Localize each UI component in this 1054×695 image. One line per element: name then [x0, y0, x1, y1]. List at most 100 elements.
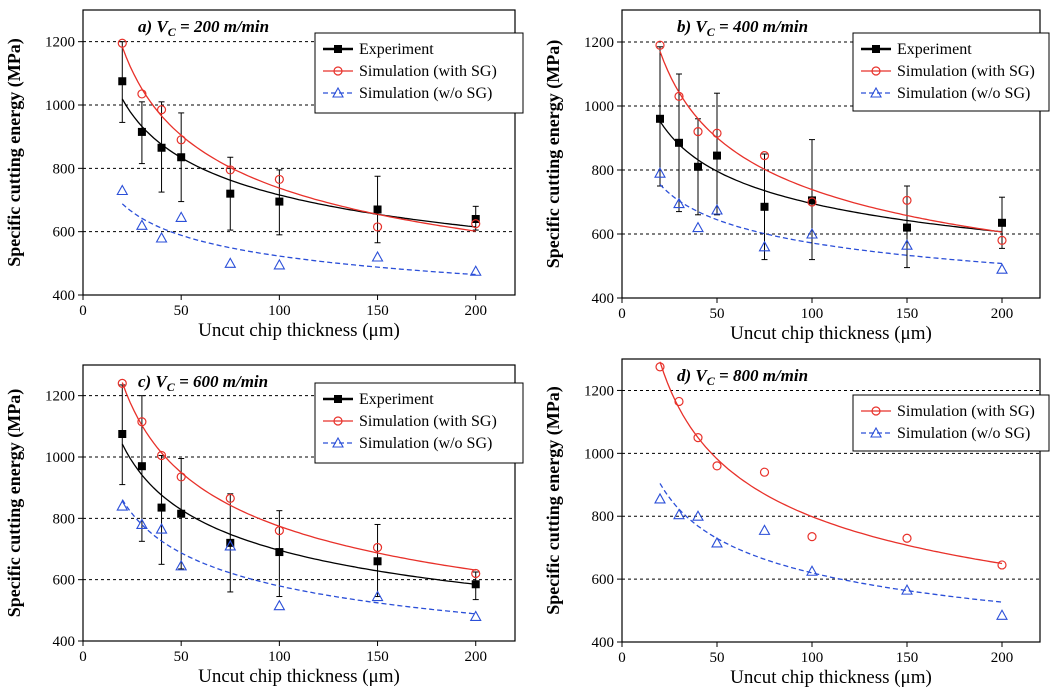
y-tick-label: 800 [592, 509, 615, 525]
data-point [806, 565, 818, 576]
data-point [116, 499, 129, 511]
legend-label: Simulation (with SG) [359, 413, 497, 430]
legend-label: Simulation (with SG) [359, 63, 497, 80]
trend-line [121, 499, 476, 615]
series-0 [118, 384, 480, 601]
data-point [996, 263, 1008, 274]
data-point [903, 223, 911, 232]
legend-box [314, 32, 524, 114]
data-point [155, 231, 168, 243]
x-axis-label: Uncut chip thickness (μm) [730, 323, 932, 344]
data-point [807, 532, 817, 542]
trend-line [121, 443, 476, 585]
legend-label: Simulation (w/o SG) [897, 425, 1030, 442]
data-point [997, 560, 1007, 570]
y-tick-label: 400 [592, 635, 615, 651]
data-point [673, 197, 685, 209]
trend-line [659, 361, 1003, 565]
legend-marker [872, 45, 880, 53]
data-point [711, 203, 723, 215]
data-point [273, 599, 286, 611]
data-point [760, 202, 769, 211]
data-point [655, 40, 665, 50]
title-subscript: C [707, 25, 716, 39]
data-point [901, 239, 913, 250]
data-point [471, 215, 480, 223]
data-point [137, 89, 147, 99]
data-point [224, 539, 237, 551]
data-point [274, 525, 284, 536]
y-axis-label: Specific cutting energy (MPa) [543, 40, 564, 268]
series-1 [654, 483, 1008, 620]
data-point [137, 127, 146, 136]
trend-line [121, 98, 476, 228]
series-2 [654, 167, 1008, 274]
data-point [273, 258, 286, 270]
chart-panel-2: 400 600 800 1000 1200 0 50 100 150 200 Uncut chip … [543, 9, 1050, 344]
y-tick-label: 1200 [45, 35, 75, 51]
data-point [156, 450, 167, 461]
trend-line [659, 120, 1003, 233]
legend-marker [871, 406, 881, 416]
data-point [675, 138, 683, 147]
data-point [713, 151, 721, 160]
series-0 [656, 46, 1006, 269]
x-tick-label: 150 [366, 649, 389, 665]
legend-label: Simulation (with SG) [897, 403, 1035, 420]
chart-title: b) VC = 400 m/min [677, 17, 808, 39]
data-point [118, 77, 127, 86]
legend-marker [333, 416, 343, 426]
legend: Experiment Simulation (with SG) Simulation… [852, 32, 1050, 112]
y-tick-label: 1000 [584, 446, 614, 462]
x-tick-label: 100 [268, 303, 291, 319]
data-point [674, 396, 684, 407]
x-axis-label: Uncut chip thickness (μm) [198, 666, 400, 687]
series-0 [118, 41, 480, 244]
data-point [758, 524, 771, 535]
data-point [371, 590, 384, 602]
data-point [155, 522, 168, 534]
plot-frame [621, 9, 1041, 299]
data-point [176, 135, 186, 145]
data-point [996, 609, 1008, 620]
legend: Experiment Simulation (with SG) Simulation… [314, 382, 524, 464]
data-point [157, 143, 166, 152]
y-tick-label: 1000 [584, 99, 614, 115]
x-tick-label: 50 [174, 303, 189, 319]
data-point [901, 583, 913, 595]
legend-marker [870, 426, 882, 438]
plot-frame [621, 358, 1041, 643]
trend-line [659, 483, 1003, 603]
data-point [469, 265, 482, 276]
x-tick-label: 0 [79, 649, 87, 665]
legend-label: Simulation (w/o SG) [359, 85, 492, 102]
data-point [116, 184, 129, 196]
data-point [808, 196, 816, 205]
data-point [225, 165, 235, 175]
x-axis-label: Uncut chip thickness (μm) [198, 320, 400, 341]
x-tick-label: 100 [801, 306, 824, 322]
data-point [902, 533, 912, 543]
data-point [177, 509, 186, 518]
x-tick-label: 150 [896, 306, 919, 322]
data-point [157, 503, 166, 512]
data-point [692, 221, 704, 233]
plot-frame [82, 9, 516, 296]
data-point [471, 580, 480, 589]
data-point [656, 114, 664, 123]
x-tick-label: 200 [464, 649, 487, 665]
data-point [275, 197, 284, 206]
legend-label: Experiment [359, 391, 434, 408]
y-axis-label: Specific cutting energy (MPa) [543, 386, 564, 614]
x-tick-label: 50 [710, 306, 725, 322]
x-tick-label: 100 [801, 650, 824, 666]
legend-marker [332, 86, 344, 98]
title-subscript: C [167, 380, 176, 394]
x-tick-label: 0 [618, 650, 626, 666]
data-point [177, 153, 186, 162]
y-tick-label: 1200 [45, 389, 75, 405]
data-point [998, 218, 1006, 227]
x-tick-label: 0 [79, 303, 87, 319]
legend-marker [332, 436, 344, 448]
